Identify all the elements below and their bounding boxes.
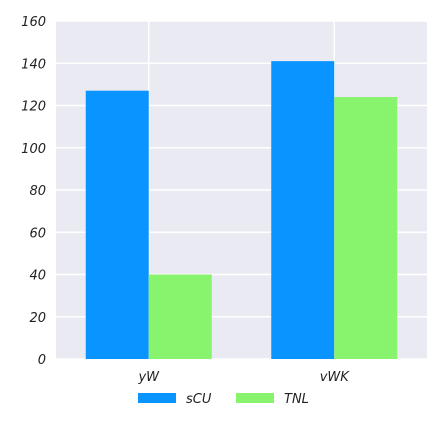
x-tick-label: vWK	[320, 370, 351, 385]
y-tick-label: 80	[29, 184, 46, 199]
y-tick-label: 60	[29, 226, 46, 241]
bars	[85, 61, 398, 360]
y-tick-label: 100	[21, 142, 46, 157]
y-axis-tick-labels: 0 20 40 60 80 100 120 140 160	[21, 15, 46, 368]
y-tick-label: 40	[29, 269, 46, 284]
legend-swatch-TNL	[236, 393, 274, 403]
y-tick-label: 120	[21, 100, 46, 115]
y-tick-label: 0	[38, 353, 46, 368]
bar-TNL-yW	[148, 274, 212, 359]
bar-TNL-vWK	[334, 97, 398, 360]
legend-label-sCU: sCU	[186, 392, 212, 407]
x-axis-tick-labels: yW vWK	[137, 370, 350, 385]
y-tick-label: 140	[21, 57, 46, 72]
x-tick-label: yW	[137, 370, 160, 385]
bar-sCU-yW	[85, 90, 149, 360]
legend: sCU TNL	[138, 392, 309, 407]
legend-swatch-sCU	[138, 393, 176, 403]
bar-sCU-vWK	[271, 61, 335, 359]
y-tick-label: 20	[29, 311, 46, 326]
y-tick-label: 160	[21, 15, 46, 30]
legend-label-TNL: TNL	[284, 392, 309, 407]
